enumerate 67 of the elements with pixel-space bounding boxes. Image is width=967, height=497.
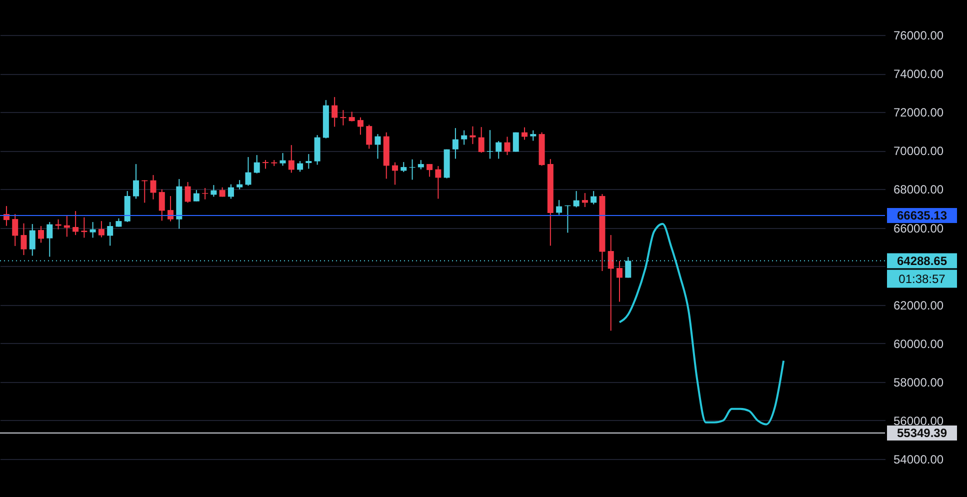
candlestick xyxy=(496,140,502,160)
text: 01:38:57 xyxy=(898,272,946,286)
candlestick xyxy=(392,162,398,186)
candlestick xyxy=(340,110,346,126)
candlestick xyxy=(236,180,243,190)
candlestick xyxy=(98,220,104,238)
y-tick-label: 74000.00 xyxy=(894,67,944,82)
candlestick xyxy=(573,190,580,208)
candlestick xyxy=(530,130,536,142)
candlestick xyxy=(150,174,156,200)
candlestick xyxy=(90,222,96,238)
candlestick xyxy=(418,160,424,170)
candlestick xyxy=(616,260,622,302)
candlestick xyxy=(228,184,234,200)
y-tick-label: 54000.00 xyxy=(894,452,944,467)
candlestick xyxy=(288,144,294,174)
candlestick xyxy=(81,216,88,238)
candlestick xyxy=(29,224,36,256)
candlestick xyxy=(452,128,458,160)
line-series xyxy=(618,222,785,426)
y-tick-label: 76000.00 xyxy=(894,28,944,43)
candlestick xyxy=(426,164,433,178)
candlestick xyxy=(374,134,381,160)
y-tick-label: 72000.00 xyxy=(894,106,944,120)
candlestick xyxy=(314,134,320,166)
ref-line-label: 55349.39 xyxy=(896,426,948,440)
y-tick-label: 58000.00 xyxy=(894,375,944,390)
candlestick xyxy=(435,166,442,200)
candlestick xyxy=(168,196,174,222)
candlestick xyxy=(254,154,260,174)
candlestick xyxy=(348,111,355,122)
candlestick xyxy=(306,154,312,170)
candlestick xyxy=(357,116,364,136)
candlestick xyxy=(556,200,562,216)
y-tick-label: 70000.00 xyxy=(894,144,944,158)
candlestick xyxy=(210,184,217,198)
y-tick-label: 56000.00 xyxy=(894,414,944,428)
candlestick xyxy=(297,160,304,172)
candlestick xyxy=(158,188,165,222)
ref-line-label: 66635.13 xyxy=(896,208,948,223)
candlestick xyxy=(608,234,614,332)
candlestick xyxy=(245,156,252,186)
y-tick-label: 60000.00 xyxy=(894,336,944,351)
candlestick xyxy=(72,210,79,236)
candlestick xyxy=(590,190,597,205)
y-tick-label: 68000.00 xyxy=(894,182,944,197)
candlestick xyxy=(12,214,18,247)
candlestick xyxy=(366,124,372,150)
candlestick xyxy=(504,136,510,156)
candlestick xyxy=(107,222,114,246)
candlestick xyxy=(193,190,200,202)
candlestick xyxy=(470,126,476,145)
candlestick xyxy=(478,126,484,154)
candlestick xyxy=(332,96,338,128)
candlestick xyxy=(38,226,44,244)
y-tick-label: 66000.00 xyxy=(894,221,944,236)
candlestick xyxy=(400,162,407,173)
y-tick-label: 62000.00 xyxy=(894,298,944,312)
candlestick xyxy=(280,152,286,166)
candlestick xyxy=(522,126,528,140)
candlestick xyxy=(20,222,27,256)
candlestick xyxy=(46,222,53,258)
candlestick xyxy=(582,192,588,208)
ref-line-label: 64288.65 xyxy=(896,254,948,268)
candlestick xyxy=(132,164,139,200)
candlestick xyxy=(184,182,191,204)
candlestick xyxy=(461,130,468,146)
